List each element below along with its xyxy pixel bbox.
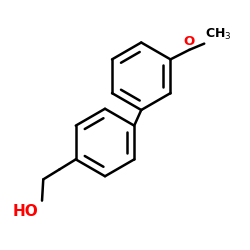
Text: O: O xyxy=(184,35,195,48)
Text: HO: HO xyxy=(12,204,38,218)
Text: CH$_3$: CH$_3$ xyxy=(206,26,232,42)
